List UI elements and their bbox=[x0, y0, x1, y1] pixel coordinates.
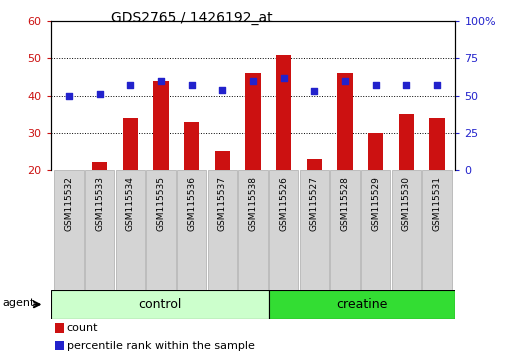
Text: GSM115527: GSM115527 bbox=[309, 176, 318, 231]
Bar bbox=[55, 323, 64, 333]
Bar bbox=[360, 170, 390, 290]
Bar bbox=[214, 152, 230, 170]
Text: GSM115534: GSM115534 bbox=[126, 176, 134, 231]
Point bbox=[65, 93, 73, 98]
Text: GSM115533: GSM115533 bbox=[95, 176, 104, 231]
Text: GDS2765 / 1426192_at: GDS2765 / 1426192_at bbox=[111, 11, 273, 25]
Text: agent: agent bbox=[3, 298, 35, 308]
Point bbox=[126, 82, 134, 88]
Bar bbox=[92, 162, 107, 170]
Point bbox=[248, 78, 257, 84]
Bar bbox=[122, 118, 138, 170]
Bar bbox=[299, 170, 328, 290]
Point bbox=[432, 82, 440, 88]
Bar bbox=[54, 170, 83, 290]
Text: GSM115526: GSM115526 bbox=[279, 176, 287, 231]
Bar bbox=[367, 133, 383, 170]
Bar bbox=[55, 341, 64, 350]
Text: GSM115532: GSM115532 bbox=[64, 176, 73, 231]
Text: GSM115535: GSM115535 bbox=[156, 176, 165, 231]
Bar bbox=[238, 170, 267, 290]
Bar bbox=[153, 81, 168, 170]
Bar bbox=[50, 290, 268, 319]
Text: GSM115531: GSM115531 bbox=[432, 176, 441, 231]
Point bbox=[279, 75, 287, 81]
Text: GSM115528: GSM115528 bbox=[340, 176, 349, 231]
Point bbox=[95, 91, 104, 97]
Bar bbox=[337, 73, 352, 170]
Bar bbox=[269, 170, 298, 290]
Point bbox=[218, 87, 226, 92]
Bar bbox=[207, 170, 236, 290]
Bar bbox=[391, 170, 420, 290]
Bar bbox=[85, 170, 114, 290]
Bar bbox=[398, 114, 413, 170]
Text: creatine: creatine bbox=[336, 298, 387, 311]
Bar bbox=[115, 170, 145, 290]
Text: control: control bbox=[138, 298, 181, 311]
Text: count: count bbox=[67, 323, 98, 333]
Point bbox=[187, 82, 195, 88]
Text: percentile rank within the sample: percentile rank within the sample bbox=[67, 341, 254, 350]
Bar bbox=[146, 170, 175, 290]
Bar bbox=[428, 118, 444, 170]
Point bbox=[340, 78, 348, 84]
Text: GSM115530: GSM115530 bbox=[401, 176, 410, 231]
Point bbox=[310, 88, 318, 94]
Bar bbox=[275, 55, 291, 170]
Point bbox=[401, 82, 410, 88]
Bar bbox=[422, 170, 451, 290]
Bar bbox=[306, 159, 321, 170]
Text: GSM115537: GSM115537 bbox=[218, 176, 226, 231]
Bar bbox=[268, 290, 454, 319]
Bar bbox=[330, 170, 359, 290]
Text: GSM115536: GSM115536 bbox=[187, 176, 196, 231]
Text: GSM115538: GSM115538 bbox=[248, 176, 257, 231]
Bar bbox=[184, 122, 199, 170]
Point bbox=[157, 78, 165, 84]
Point bbox=[371, 82, 379, 88]
Bar bbox=[245, 73, 260, 170]
Text: GSM115529: GSM115529 bbox=[371, 176, 379, 231]
Bar bbox=[177, 170, 206, 290]
